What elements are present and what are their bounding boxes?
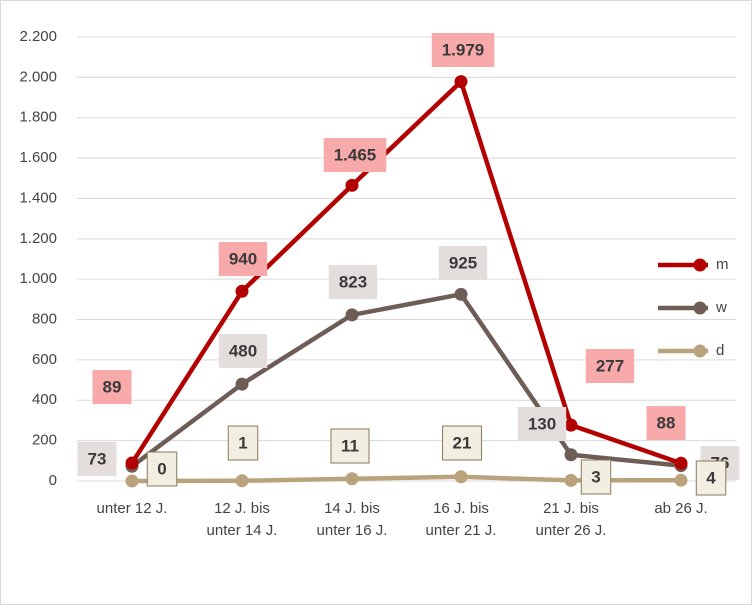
y-tick-label: 1.400 [19, 189, 57, 206]
legend-marker [693, 258, 707, 272]
x-tick-label: unter 14 J. [207, 522, 278, 539]
data-label: 940 [229, 249, 257, 268]
data-label-box [517, 407, 567, 441]
marker [345, 178, 359, 192]
marker [564, 418, 578, 432]
data-label-box [585, 349, 635, 383]
data-label-box [646, 406, 686, 440]
legend-label: d [716, 342, 724, 359]
legend-label: m [716, 256, 729, 273]
y-tick-label: 2.000 [19, 68, 57, 85]
x-tick-label: 14 J. bis [324, 500, 380, 517]
y-tick-label: 1.800 [19, 109, 57, 126]
y-tick-label: 1.000 [19, 270, 57, 287]
y-tick-label: 1.200 [19, 230, 57, 247]
x-tick-label: unter 21 J. [426, 522, 497, 539]
marker [235, 377, 249, 391]
series-line [130, 292, 682, 469]
legend-marker [693, 344, 707, 358]
marker [235, 284, 249, 298]
data-label-box [328, 265, 378, 299]
data-label: 73 [88, 449, 107, 468]
data-label-box [227, 425, 259, 461]
data-label: 1.465 [334, 145, 377, 164]
legend-marker [693, 301, 707, 315]
data-label-box [77, 442, 117, 476]
data-label: 823 [339, 272, 367, 291]
series-line [130, 79, 682, 466]
data-label: 130 [528, 414, 556, 433]
y-tick-label: 800 [32, 311, 57, 328]
marker [674, 473, 688, 487]
x-tick-label: unter 12 J. [97, 500, 168, 517]
data-label: 1 [238, 433, 247, 452]
legend-label: w [715, 299, 727, 316]
data-label: 277 [596, 356, 624, 375]
y-tick-label: 1.600 [19, 149, 57, 166]
data-label-box [146, 451, 178, 487]
x-tick-label: 12 J. bis [214, 500, 270, 517]
data-label: 21 [453, 433, 472, 452]
data-label-box [438, 246, 488, 280]
data-label-box [442, 425, 482, 461]
marker [125, 456, 139, 470]
x-tick-label: 16 J. bis [433, 500, 489, 517]
marker [564, 473, 578, 487]
data-label-box [330, 428, 370, 464]
data-label: 0 [157, 459, 166, 478]
y-tick-label: 2.200 [19, 28, 57, 45]
marker [454, 287, 468, 301]
data-label-box [92, 370, 132, 404]
data-label: 925 [449, 253, 477, 272]
y-tick-label: 400 [32, 391, 57, 408]
marker [454, 470, 468, 484]
data-label: 89 [103, 377, 122, 396]
marker [345, 472, 359, 486]
data-label-box [431, 33, 495, 67]
marker [454, 75, 468, 89]
data-label-box [218, 242, 268, 276]
x-tick-label: unter 16 J. [317, 522, 388, 539]
marker [125, 474, 139, 488]
x-tick-label: 21 J. bis [543, 500, 599, 517]
data-label: 1.979 [442, 40, 485, 59]
x-tick-label: ab 26 J. [654, 500, 707, 517]
data-label: 11 [341, 436, 359, 455]
x-tick-label: unter 26 J. [536, 522, 607, 539]
data-label: 88 [657, 413, 676, 432]
data-label-box [323, 138, 387, 172]
data-label-box [218, 334, 268, 368]
data-label-box [695, 460, 727, 496]
y-tick-label: 600 [32, 351, 57, 368]
y-tick-label: 0 [49, 472, 57, 489]
data-label: 4 [706, 468, 716, 487]
data-label-box [580, 459, 612, 495]
marker [564, 448, 578, 462]
data-label: 3 [591, 467, 600, 486]
data-label: 480 [229, 341, 257, 360]
marker [674, 456, 688, 470]
marker [345, 308, 359, 322]
y-tick-label: 200 [32, 432, 57, 449]
marker [235, 474, 249, 488]
